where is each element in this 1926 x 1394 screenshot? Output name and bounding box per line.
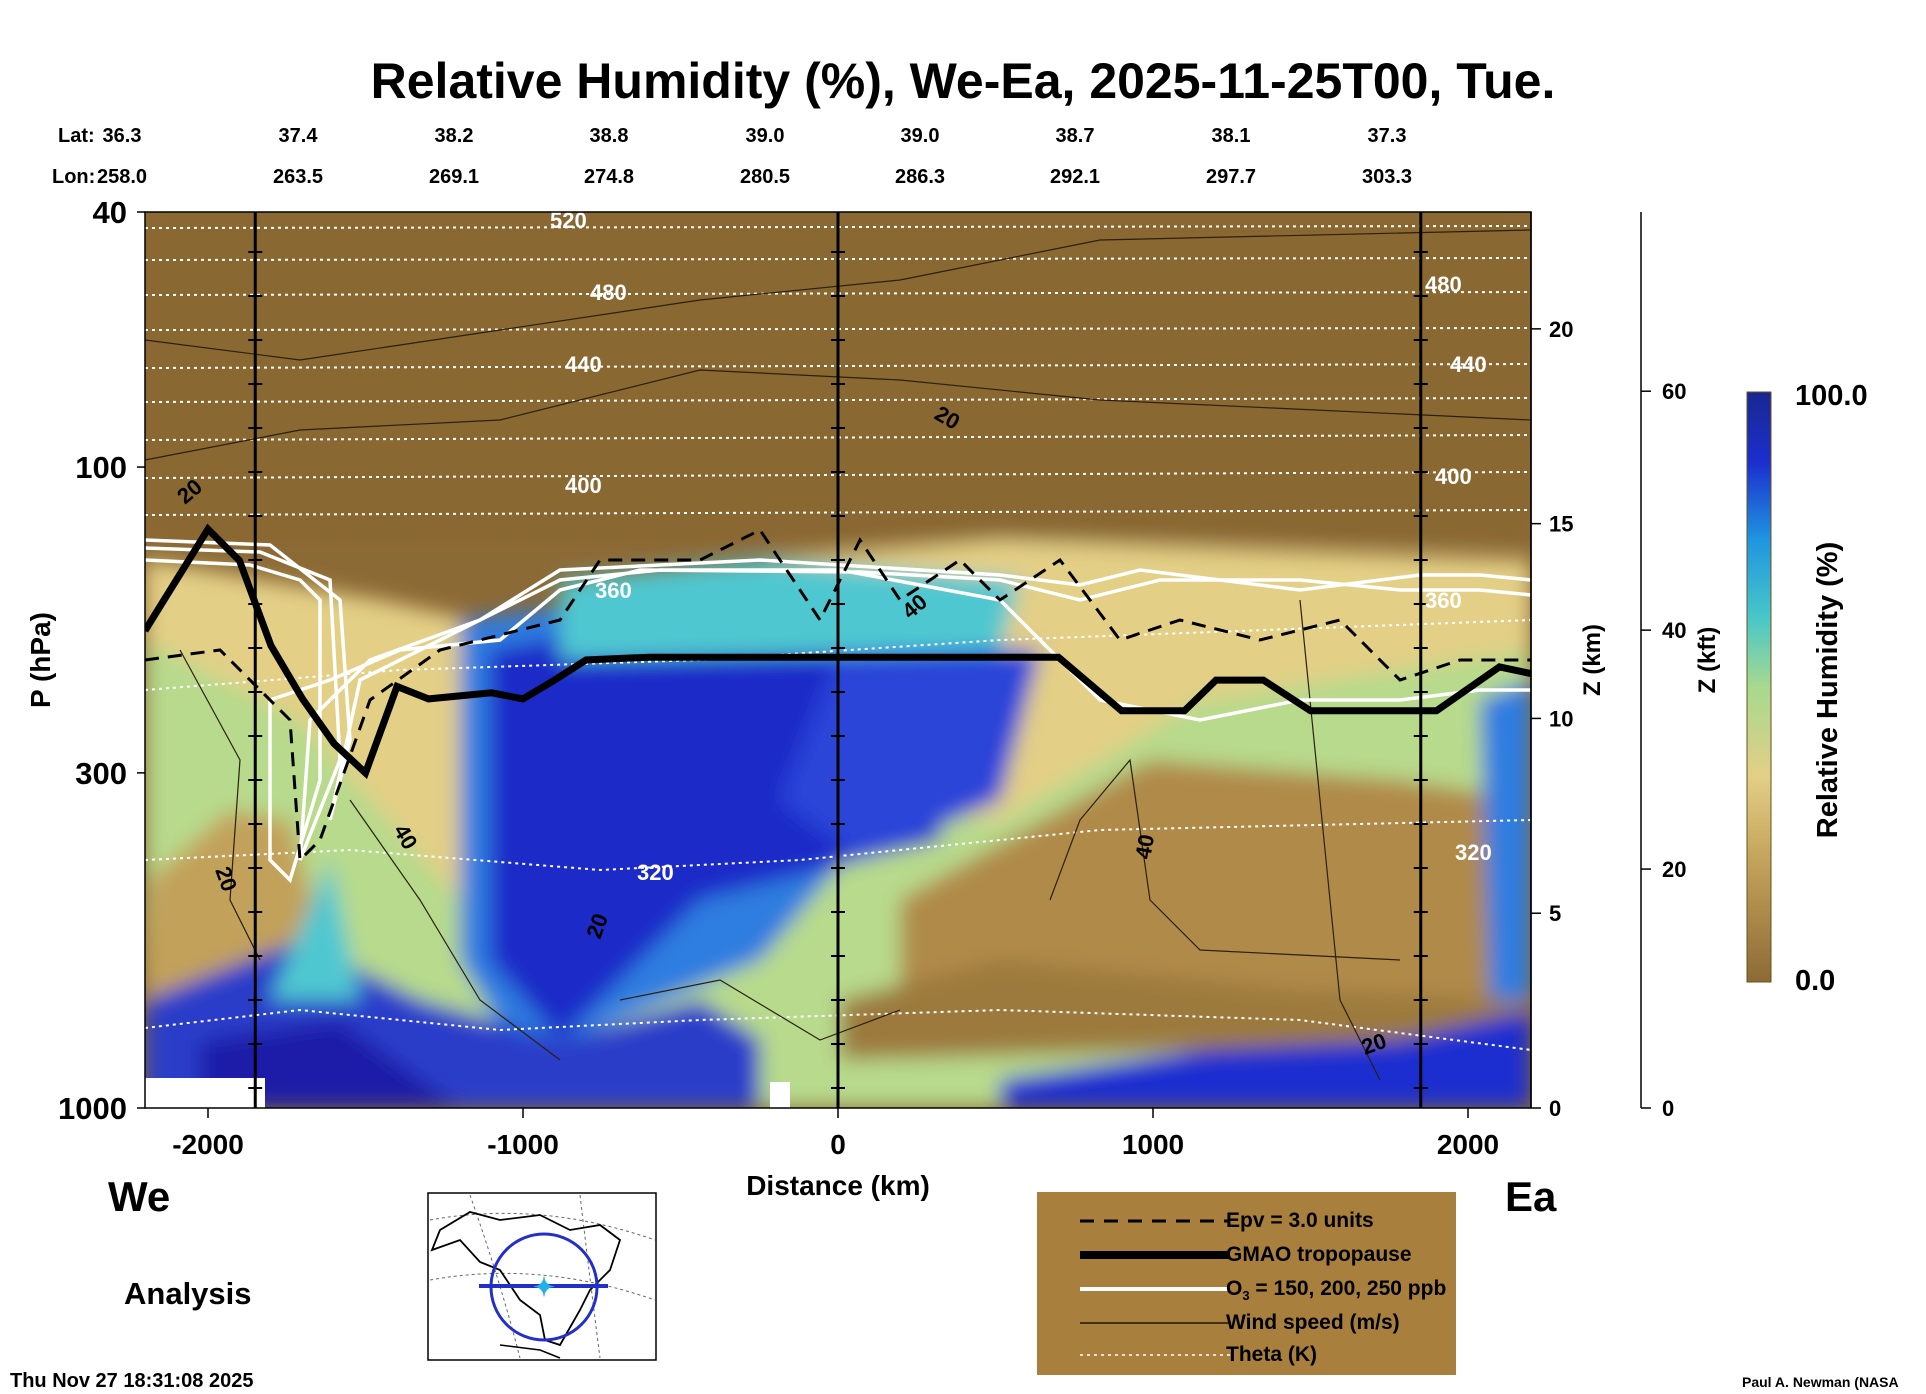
z-kft-tick-label: 40	[1662, 618, 1686, 643]
theta-label-400-right: 400	[1435, 464, 1472, 489]
chart-title: Relative Humidity (%), We-Ea, 2025-11-25…	[370, 53, 1556, 109]
y-tick-label: 1000	[58, 1091, 127, 1126]
theta-label-400: 400	[565, 473, 602, 498]
lon-value: 280.5	[739, 166, 791, 188]
colorbar-max-label: 100.0	[1795, 380, 1868, 412]
x-tick-label: 2000	[1437, 1129, 1499, 1160]
theta-label-480: 480	[590, 280, 627, 305]
profile-lines	[248, 212, 1428, 1108]
inset-map: ✦	[427, 1192, 657, 1361]
legend-tropopause: GMAO tropopause	[1037, 1238, 1456, 1272]
credit: Paul A. Newman (NASA	[1742, 1374, 1899, 1390]
legend-ozone: O3 = 150, 200, 250 ppb	[1037, 1272, 1456, 1306]
lat-value: 38.1	[1211, 125, 1251, 147]
legend-theta: Theta (K)	[1037, 1338, 1456, 1372]
x-tick-label: -2000	[172, 1129, 244, 1160]
ozone-lines	[145, 538, 1531, 884]
z-km-tick-label: 0	[1549, 1096, 1561, 1121]
theta-label-480-right: 480	[1425, 272, 1462, 297]
z-km-axis-title: Z (km)	[1579, 624, 1606, 696]
lon-value: 303.3	[1361, 166, 1413, 188]
analysis-label: Analysis	[124, 1276, 252, 1311]
legend-ozone-text: O3 = 150, 200, 250 ppb	[1226, 1277, 1446, 1303]
z-kft-axis-title: Z (kft)	[1694, 627, 1721, 694]
legend-ozone-suffix: = 150, 200, 250 ppb	[1249, 1277, 1447, 1300]
colorbar	[1746, 391, 1772, 983]
x-tick-label: 1000	[1122, 1129, 1184, 1160]
z-km-tick-label: 5	[1549, 901, 1561, 926]
legend-ozone-prefix: O	[1226, 1277, 1243, 1300]
x-axis-title: Distance (km)	[746, 1170, 930, 1201]
x-tick-label: 0	[830, 1129, 846, 1160]
lat-value: 39.0	[900, 125, 940, 147]
colorbar-title: Relative Humidity (%)	[1812, 542, 1844, 839]
axes: -2000 -1000 0 1000 2000 40 100 300 1000 0 5 10 15 20 0…	[58, 195, 1686, 1160]
lat-value: 38.7	[1055, 125, 1095, 147]
z-km-tick-label: 10	[1549, 706, 1573, 731]
legend-wind-text: Wind speed (m/s)	[1226, 1311, 1400, 1334]
theta-label-440-right: 440	[1450, 352, 1487, 377]
lon-value: 258.0	[96, 166, 148, 188]
east-label: Ea	[1505, 1173, 1557, 1220]
z-kft-tick-label: 0	[1662, 1096, 1674, 1121]
z-kft-tick-label: 60	[1662, 379, 1686, 404]
svg-text:✦: ✦	[533, 1272, 555, 1302]
y-tick-label: 300	[75, 756, 127, 791]
lon-value: 292.1	[1049, 166, 1101, 188]
lat-value: 37.4	[278, 125, 318, 147]
timestamp: Thu Nov 27 18:31:08 2025	[10, 1370, 254, 1392]
legend-wind: Wind speed (m/s)	[1037, 1306, 1456, 1340]
wind-label-40-c: 40	[1130, 832, 1159, 860]
lat-value: 38.2	[434, 125, 474, 147]
lon-value: 274.8	[583, 166, 635, 188]
legend-box: Epv = 3.0 units GMAO tropopause O3 = 150…	[1037, 1192, 1456, 1375]
y-axis-title: P (hPa)	[25, 612, 56, 708]
colorbar-min-label: 0.0	[1795, 965, 1835, 997]
theta-label-320-right: 320	[1455, 840, 1492, 865]
theta-label-440: 440	[565, 352, 602, 377]
epv-lines	[145, 528, 1531, 864]
lon-value: 297.7	[1205, 166, 1257, 188]
y-tick-label: 40	[93, 195, 127, 230]
z-km-tick-label: 20	[1549, 317, 1573, 342]
lat-value: 37.3	[1367, 125, 1407, 147]
lat-value: 36.3	[102, 125, 142, 147]
lon-value: 286.3	[894, 166, 946, 188]
z-kft-tick-label: 20	[1662, 857, 1686, 882]
lon-value: 269.1	[428, 166, 480, 188]
lat-label: Lat:	[58, 125, 95, 147]
theta-label-320: 320	[637, 860, 674, 885]
legend-epv-text: Epv = 3.0 units	[1226, 1209, 1374, 1232]
lon-label: Lon:	[52, 166, 96, 188]
legend-tropopause-text: GMAO tropopause	[1226, 1243, 1412, 1266]
legend-theta-text: Theta (K)	[1226, 1343, 1317, 1366]
x-tick-label: -1000	[487, 1129, 559, 1160]
theta-label-360: 360	[595, 578, 632, 603]
lat-value: 38.8	[589, 125, 629, 147]
lon-value: 263.5	[272, 166, 324, 188]
tropopause-line	[145, 523, 1531, 780]
lat-value: 39.0	[745, 125, 785, 147]
legend-epv: Epv = 3.0 units	[1037, 1204, 1456, 1238]
west-label: We	[108, 1173, 171, 1220]
y-tick-label: 100	[75, 450, 127, 485]
theta-label-360-right: 360	[1425, 588, 1462, 613]
z-km-tick-label: 15	[1549, 512, 1573, 537]
legend-ozone-sub: 3	[1242, 1288, 1250, 1304]
